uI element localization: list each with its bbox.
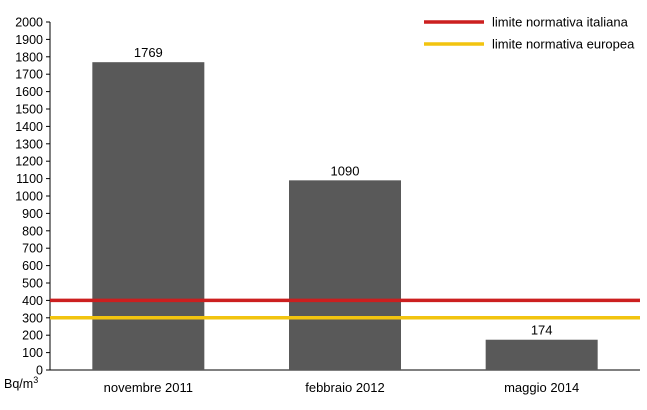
y-tick-label: 1600: [15, 85, 43, 99]
bar-data-label: 1090: [331, 163, 360, 178]
bar: [92, 62, 205, 370]
y-tick-label: 500: [22, 277, 43, 291]
y-axis-ticks: 0 100 200 300 400 500 600 700 800 900 1000 1100 1200…: [15, 16, 50, 378]
y-tick-label: 300: [22, 311, 43, 325]
legend: limite normativa italiana limite normativ…: [424, 15, 635, 52]
y-tick-label: 0: [36, 364, 43, 378]
x-category-label: maggio 2014: [504, 380, 579, 395]
reference-lines: [50, 298, 640, 320]
y-unit-text: Bq/m: [4, 377, 33, 391]
y-tick-label: 900: [22, 207, 43, 221]
y-tick-label: 400: [22, 294, 43, 308]
y-tick-label: 1100: [16, 172, 43, 186]
y-tick-label: 1400: [15, 120, 43, 134]
y-tick-label: 2000: [15, 16, 43, 30]
bar: [289, 180, 401, 370]
bar: [485, 339, 598, 370]
x-category-label: novembre 2011: [104, 380, 193, 395]
y-tick-label: 1800: [15, 50, 43, 64]
y-tick-label: 1900: [15, 33, 43, 47]
y-tick-label: 200: [22, 329, 43, 343]
y-tick-label: 1700: [15, 68, 43, 82]
x-category-label: febbraio 2012: [305, 380, 385, 395]
y-tick-label: 800: [22, 224, 43, 238]
y-tick-label: 1500: [15, 103, 43, 117]
y-tick-label: 1000: [15, 190, 43, 204]
y-unit-superscript: 3: [33, 375, 38, 385]
bar-data-label: 1769: [134, 45, 163, 60]
y-tick-label: 600: [22, 259, 43, 273]
legend-label: limite normativa europea: [492, 37, 635, 52]
y-tick-label: 1200: [15, 155, 43, 169]
y-tick-label: 100: [22, 346, 43, 360]
legend-label: limite normativa italiana: [492, 15, 629, 30]
bar-data-label: 174: [531, 323, 553, 338]
bars: 1769 1090 174: [92, 45, 598, 370]
x-axis-categories: novembre 2011 febbraio 2012 maggio 2014: [104, 380, 580, 395]
y-axis-unit-label: Bq/m3: [4, 375, 38, 391]
y-tick-label: 1300: [15, 137, 43, 151]
y-tick-label: 700: [22, 242, 43, 256]
